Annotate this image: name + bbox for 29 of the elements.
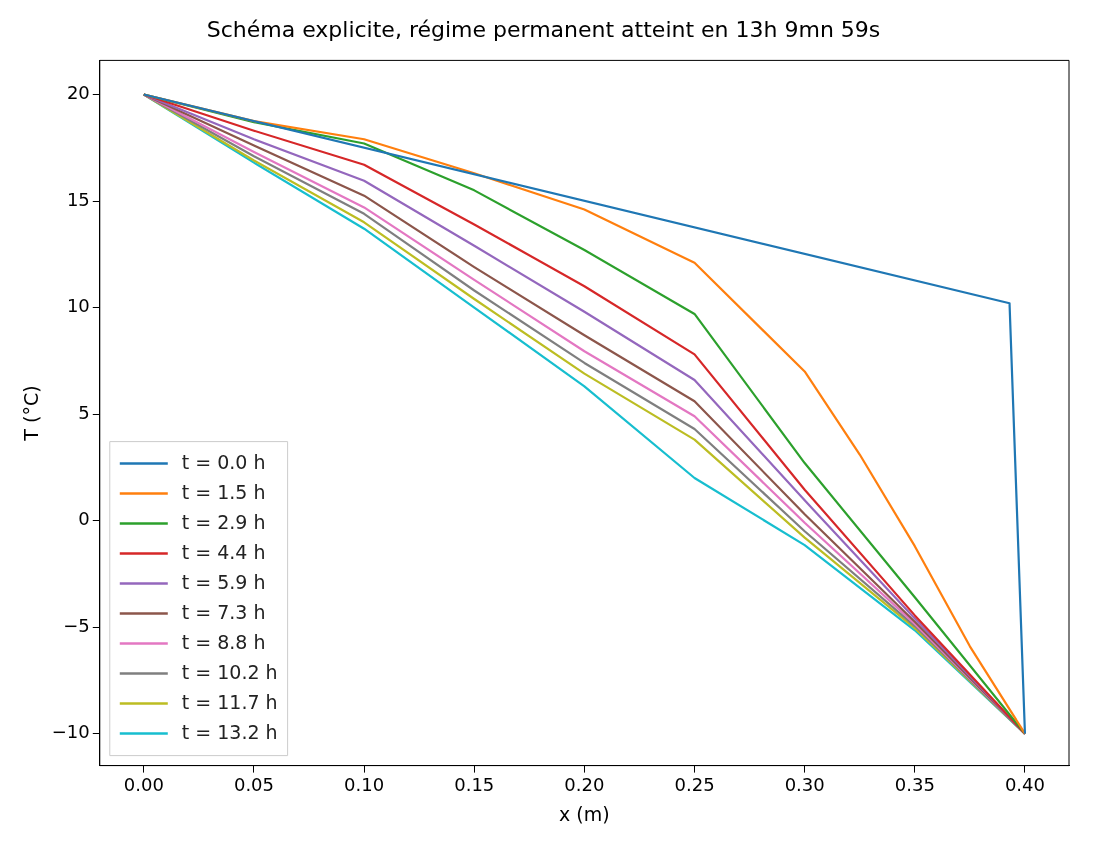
y-tick-label: −5 — [63, 614, 90, 636]
x-axis-title: x (m) — [559, 802, 610, 825]
legend-label: t = 0.0 h — [181, 450, 266, 473]
x-tick-label: 0.10 — [344, 774, 385, 796]
x-tick-label: 0.00 — [123, 774, 164, 796]
y-tick-label: −10 — [51, 721, 90, 743]
legend-label: t = 1.5 h — [181, 480, 266, 503]
x-tick-label: 0.40 — [1004, 774, 1045, 796]
x-tick-label: 0.30 — [784, 774, 825, 796]
legend-label: t = 11.7 h — [181, 690, 278, 713]
y-tick-label: 20 — [66, 82, 90, 104]
x-tick-label: 0.15 — [454, 774, 495, 796]
legend-label: t = 4.4 h — [181, 540, 266, 563]
chart-title: Schéma explicite, régime permanent atteint en 13h 9mn 59s — [206, 16, 881, 42]
legend-label: t = 5.9 h — [181, 570, 266, 593]
x-tick-label: 0.35 — [894, 774, 935, 796]
y-axis-title: T (°C) — [20, 385, 43, 442]
y-tick-label: 5 — [78, 401, 90, 423]
x-tick-label: 0.25 — [674, 774, 715, 796]
x-tick-label: 0.05 — [233, 774, 275, 796]
legend-label: t = 13.2 h — [181, 720, 278, 743]
legend-label: t = 7.3 h — [181, 600, 266, 623]
x-tick-label: 0.20 — [564, 774, 605, 796]
y-tick-label: 10 — [66, 295, 90, 317]
legend-label: t = 8.8 h — [181, 630, 266, 653]
y-tick-label: 0 — [78, 508, 90, 530]
y-tick-label: 15 — [66, 188, 90, 210]
legend-label: t = 2.9 h — [181, 510, 266, 533]
legend-label: t = 10.2 h — [181, 660, 278, 683]
